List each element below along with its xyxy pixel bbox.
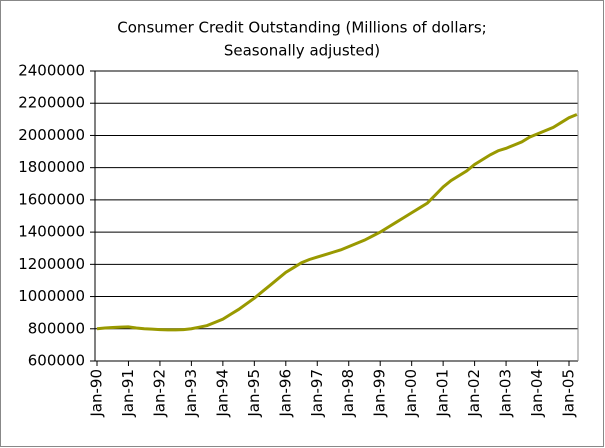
- x-tick-label: Jan-98: [339, 369, 357, 418]
- y-tick-label: 800000: [28, 319, 85, 337]
- chart-title: Consumer Credit Outstanding (Millions of…: [117, 19, 486, 37]
- x-tick-label: Jan-97: [308, 369, 326, 418]
- x-tick-label: Jan-90: [88, 369, 106, 418]
- x-tick-label: Jan-96: [276, 369, 294, 418]
- y-tick-label: 1200000: [18, 255, 85, 273]
- x-tick-label: Jan-02: [465, 369, 483, 418]
- line-series: [96, 113, 578, 332]
- y-tick-label: 1400000: [18, 223, 85, 241]
- x-tick-label: Jan-94: [213, 369, 231, 418]
- x-tick-label: Jan-93: [182, 369, 200, 418]
- x-tick-label: Jan-01: [434, 369, 452, 418]
- chart-title: Seasonally adjusted): [224, 42, 380, 60]
- x-tick-label: Jan-92: [150, 369, 168, 418]
- x-tick-label: Jan-99: [371, 369, 389, 418]
- y-tick-label: 2200000: [18, 94, 85, 112]
- x-tick-label: Jan-00: [402, 369, 420, 418]
- y-tick-label: 1600000: [18, 190, 85, 208]
- y-tick-label: 1800000: [18, 158, 85, 176]
- x-tick-label: Jan-91: [119, 369, 137, 418]
- x-tick-label: Jan-95: [245, 369, 263, 418]
- x-tick-label: Jan-03: [497, 369, 515, 418]
- y-tick-label: 600000: [28, 352, 85, 370]
- x-tick-label: Jan-04: [528, 369, 546, 418]
- y-tick-label: 1000000: [18, 287, 85, 305]
- y-tick-label: 2000000: [18, 126, 85, 144]
- x-tick-label: Jan-05: [560, 369, 578, 418]
- y-tick-label: 2400000: [18, 62, 85, 80]
